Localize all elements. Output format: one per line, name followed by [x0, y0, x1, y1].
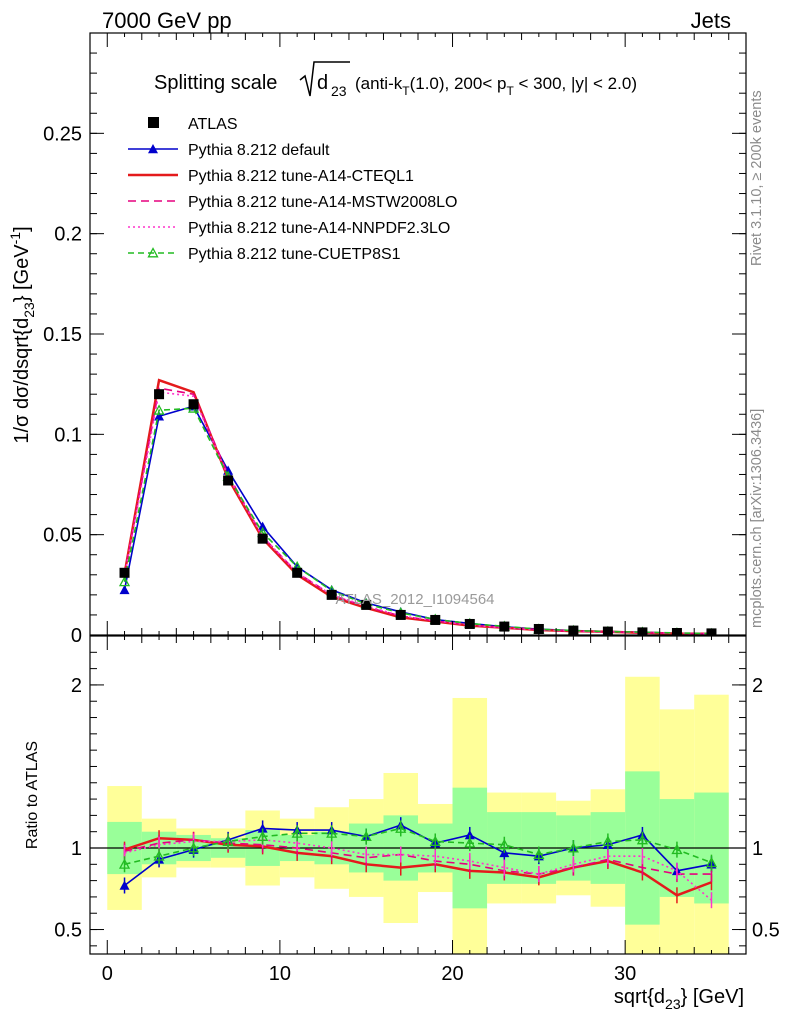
ratio-y-tick-label-right: 1 — [752, 838, 763, 860]
y-tick-label: 0.15 — [43, 324, 82, 346]
series-line-cuetp — [123, 407, 712, 635]
atlas-data-point — [257, 533, 268, 544]
ratio-line-mstw — [124, 839, 712, 875]
title-main: Splitting scale — [154, 72, 277, 94]
ratio-marker-cuetp — [187, 842, 200, 853]
y-tick-label: 0.2 — [54, 224, 82, 246]
atlas-data-point — [292, 567, 303, 578]
header-jets-label: Jets — [691, 8, 731, 33]
ratio-marker-cuetp — [395, 822, 407, 833]
ratio-line-cuetp — [124, 827, 712, 866]
ratio-marker-default — [464, 829, 475, 840]
legend: ATLAS Pythia 8.212 default Pythia 8.212 tu… — [128, 116, 457, 263]
marker-default — [154, 411, 165, 421]
ratio-marker-cuetp — [498, 838, 510, 850]
x-axis-label: sqrt{d23} [GeV] — [614, 986, 744, 1012]
ratio-marker-cuetp — [153, 850, 165, 861]
y-tick-label: 0.25 — [43, 123, 82, 145]
ratio-marker-cuetp — [533, 848, 545, 859]
ratio-y-axis-label: Ratio to ATLAS — [24, 741, 41, 849]
sqrt-sign-icon — [299, 61, 350, 97]
ratio-marker-cuetp — [222, 835, 234, 846]
atlas-data-point — [395, 609, 406, 620]
title-detail: (anti-kT(1.0), 200< pT < 300, |y| < 2.0) — [355, 74, 637, 98]
ratio-marker-cuetp — [429, 835, 441, 846]
y-tick-label: 0 — [71, 625, 82, 647]
legend-marker-cuetp — [147, 247, 159, 258]
ratio-marker-cuetp — [326, 827, 338, 838]
ratio-marker-cuetp — [671, 843, 683, 855]
atlas-data-point — [602, 626, 613, 635]
ratio-y-tick-label-right: 0.5 — [752, 920, 780, 942]
atlas-data-point — [326, 589, 337, 600]
y-tick-label: 0.05 — [43, 525, 82, 547]
ratio-marker-cuetp — [705, 856, 718, 868]
plot-title: Splitting scale d 23 (anti-kT(1.0), 200<… — [154, 61, 637, 99]
ratio-marker-default — [119, 880, 130, 890]
ratio-y-tick-label: 0.5 — [54, 920, 82, 942]
series-line-nnpdf — [123, 391, 712, 635]
atlas-data-point — [568, 625, 579, 635]
x-tick-label: 0 — [102, 963, 113, 985]
analysis-watermark: ATLAS_2012_I1094564 — [335, 591, 494, 608]
legend-entry-label: ATLAS — [188, 116, 238, 133]
title-sqrt-d-subscript: 23 — [331, 83, 347, 99]
legend-entry-label: Pythia 8.212 tune-A14-NNPDF2.3LO — [188, 220, 450, 237]
x-tick-label: 30 — [614, 963, 636, 985]
atlas-data-point — [464, 618, 475, 629]
atlas-data-point — [188, 399, 199, 410]
ratio-line-cteql1 — [124, 836, 712, 897]
x-tick-label: 20 — [441, 963, 463, 985]
title-sqrt-d: d — [317, 72, 328, 94]
legend-entry-label: Pythia 8.212 tune-A14-MSTW2008LO — [188, 194, 457, 211]
legend-entry-label: Pythia 8.212 tune-CUETP8S1 — [188, 246, 401, 263]
ratio-line-default — [124, 824, 712, 887]
ratio-y-tick-label: 2 — [71, 675, 82, 697]
marker-default — [119, 584, 130, 595]
header-energy-label: 7000 GeV pp — [102, 8, 232, 33]
legend-atlas-marker — [148, 117, 159, 128]
legend-entry-label: Pythia 8.212 default — [188, 142, 330, 159]
y-tick-label: 0.1 — [54, 424, 82, 446]
ratio-marker-cuetp — [636, 833, 649, 845]
atlas-data-point — [499, 621, 510, 632]
x-tick-label: 10 — [269, 963, 291, 985]
ratio-marker-cuetp — [118, 858, 131, 869]
atlas-data-point — [154, 389, 165, 400]
marker-cuetp — [118, 575, 131, 587]
mcplots-side-label: mcplots.cern.ch [arXiv:1306.3436] — [749, 409, 765, 628]
atlas-data-point — [533, 623, 544, 634]
ratio-marker-cuetp — [360, 830, 372, 842]
atlas-data-point — [223, 475, 234, 486]
ratio-marker-cuetp — [257, 830, 269, 842]
rivet-side-label: Rivet 3.1.10, ≥ 200k events — [749, 90, 765, 266]
legend-entry-label: Pythia 8.212 tune-A14-CTEQL1 — [188, 168, 414, 185]
ratio-line-nnpdf — [124, 839, 712, 901]
atlas-data-point — [430, 614, 441, 625]
atlas-data-point — [119, 567, 130, 578]
ratio-y-tick-label-right: 2 — [752, 675, 763, 697]
legend-marker-default — [148, 144, 158, 154]
marker-default — [257, 521, 268, 531]
marker-cuetp — [153, 404, 165, 415]
ratio-y-tick-label: 1 — [71, 838, 82, 860]
ratio-marker-cuetp — [567, 842, 579, 853]
ratio-marker-cuetp — [602, 835, 614, 846]
atlas-data-point — [361, 599, 372, 610]
ratio-marker-default — [257, 823, 268, 833]
y-axis-label: 1/σ dσ/dsqrt{d23} [GeV-1] — [7, 226, 37, 443]
ratio-marker-cuetp — [291, 827, 303, 838]
ratio-marker-cuetp — [464, 837, 476, 848]
